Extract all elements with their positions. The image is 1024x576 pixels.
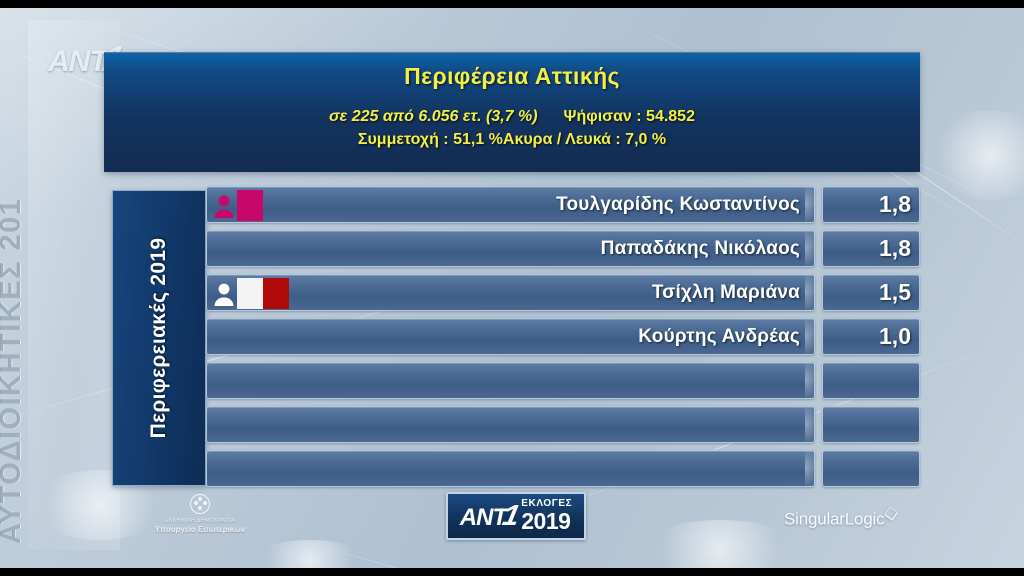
results-table: Τουλγαρίδης Κωσταντίνος 1,8 Παπαδάκης Νικό… <box>206 186 920 487</box>
candidate-percentage: 1,8 <box>879 191 911 217</box>
sponsor-logo-text: SingularLogic <box>784 509 885 529</box>
table-row[interactable] <box>206 362 920 399</box>
sponsor-logo: SingularLogic❏ <box>784 504 900 530</box>
footer-bar: ΕΛΛΗΝΙΚΗ ΔΗΜΟΚΡΑΤΙΑ Υπουργείο Εσωτερικών… <box>0 488 1024 568</box>
ant1-elections-mark: ANT1 <box>459 500 522 533</box>
letterbox-bottom <box>0 568 1024 576</box>
person-icon <box>211 278 237 309</box>
candidate-marker <box>211 190 263 221</box>
party-color-swatch <box>237 278 263 309</box>
candidate-value-cell[interactable] <box>822 406 920 443</box>
person-icon-svg <box>214 195 234 218</box>
page-title: Περιφέρεια Αττικής <box>404 63 620 89</box>
candidate-name-cell[interactable]: Τουλγαρίδης Κωσταντίνος <box>206 186 815 223</box>
ant1-elections-logo: ANT1 ΕΚΛΟΓΕΣ 2019 <box>446 492 586 540</box>
party-swatch-group <box>237 278 289 309</box>
candidate-name-cell[interactable]: Κούρτης Ανδρέας <box>206 318 815 355</box>
party-swatch-group <box>237 190 263 221</box>
sponsor-tick-icon: ❏ <box>882 504 901 524</box>
candidate-name-cell[interactable] <box>206 450 815 487</box>
candidate-name-cell[interactable] <box>206 362 815 399</box>
ministry-line1: ΕΛΛΗΝΙΚΗ ΔΗΜΟΚΡΑΤΙΑ <box>164 518 236 524</box>
stat-voted: Ψήφισαν : 54.852 <box>563 108 695 125</box>
header-statistics: σε 225 από 6.056 ετ. (3,7 %) Ψήφισαν : 54… <box>104 105 920 151</box>
candidate-name-cell[interactable]: Τσίχλη Μαριάνα <box>206 274 815 311</box>
candidate-value-cell[interactable]: 1,8 <box>822 230 920 267</box>
party-color-swatch <box>263 278 289 309</box>
party-color-swatch <box>237 190 263 221</box>
stat-counted: σε 225 από 6.056 ετ. (3,7 %) <box>329 108 538 125</box>
stat-invalid: Ακυρα / Λευκά : 7,0 % <box>502 131 667 149</box>
candidate-name: Παπαδάκης Νικόλαος <box>600 237 800 259</box>
election-type-panel: Περιφερειακές 2019 <box>112 190 206 486</box>
candidate-percentage: 1,5 <box>879 279 911 305</box>
candidate-percentage: 1,0 <box>879 323 911 349</box>
candidate-name: Τσίχλη Μαριάνα <box>651 281 800 303</box>
station-banner-label: ΑΥΤΟΔΙΟΙΚΗΤΙΚΕΣ 201 <box>0 197 27 544</box>
elections-year: 2019 <box>521 508 571 534</box>
candidate-marker <box>211 278 289 309</box>
ministry-logo: ΕΛΛΗΝΙΚΗ ΔΗΜΟΚΡΑΤΙΑ Υπουργείο Εσωτερικών <box>140 494 260 534</box>
header-panel: Περιφέρεια Αττικής σε 225 από 6.056 ετ. … <box>104 52 920 172</box>
ant1-watermark-text: ANT <box>48 45 108 78</box>
candidate-name: Κούρτης Ανδρέας <box>638 325 800 347</box>
table-row[interactable]: Τουλγαρίδης Κωσταντίνος 1,8 <box>206 186 920 223</box>
table-row[interactable] <box>206 406 920 443</box>
table-row[interactable]: Κούρτης Ανδρέας 1,0 <box>206 318 920 355</box>
letterbox-top <box>0 0 1024 8</box>
person-icon-svg <box>214 283 234 306</box>
candidate-value-cell[interactable] <box>822 362 920 399</box>
ministry-seal-icon <box>190 494 210 514</box>
candidate-name-cell[interactable] <box>206 406 815 443</box>
elections-text-stack: ΕΚΛΟΓΕΣ 2019 <box>521 499 572 533</box>
stat-turnout: Συμμετοχή : 51,1 % <box>357 131 503 149</box>
candidate-value-cell[interactable]: 1,8 <box>822 186 920 223</box>
candidate-percentage: 1,8 <box>879 235 911 261</box>
candidate-value-cell[interactable]: 1,0 <box>822 318 920 355</box>
person-icon <box>211 190 237 221</box>
candidate-value-cell[interactable]: 1,5 <box>822 274 920 311</box>
election-type-label: Περιφερειακές 2019 <box>147 237 170 439</box>
ant1-elections-mark-text: ANT <box>459 503 507 531</box>
candidate-value-cell[interactable] <box>822 450 920 487</box>
table-row[interactable]: Παπαδάκης Νικόλαος 1,8 <box>206 230 920 267</box>
table-row[interactable]: Τσίχλη Μαριάνα 1,5 <box>206 274 920 311</box>
ministry-line2: Υπουργείο Εσωτερικών <box>154 525 246 534</box>
candidate-name: Τουλγαρίδης Κωσταντίνος <box>556 193 800 215</box>
table-row[interactable] <box>206 450 920 487</box>
candidate-name-cell[interactable]: Παπαδάκης Νικόλαος <box>206 230 815 267</box>
